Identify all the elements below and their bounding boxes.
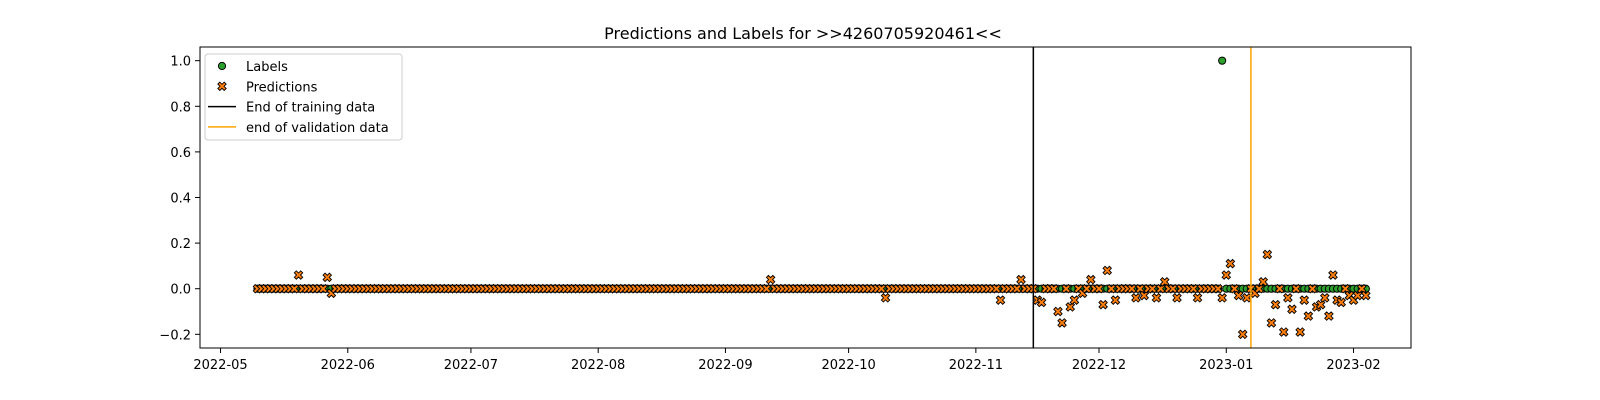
prediction-point (1254, 283, 1264, 294)
prediction-point (1061, 283, 1072, 294)
prediction-point (1237, 329, 1248, 340)
prediction-point (1225, 258, 1236, 269)
prediction-point (1258, 277, 1269, 287)
prediction-point (995, 295, 1006, 305)
y-tick-label: 0.4 (170, 192, 191, 207)
prediction-point (1278, 327, 1289, 337)
prediction-point (1336, 297, 1347, 308)
x-tick-label: 2022-05 (193, 358, 247, 373)
y-tick-label: 0.0 (170, 283, 191, 298)
prediction-point (1139, 290, 1150, 301)
prediction-point (1102, 265, 1113, 276)
prediction-point (1217, 292, 1228, 303)
prediction-point (1324, 311, 1334, 321)
prediction-point (1266, 318, 1277, 328)
y-tick-label: −0.2 (159, 328, 191, 343)
prediction-point (1299, 295, 1310, 305)
x-tick-label: 2022-09 (698, 358, 752, 373)
prediction-point (1307, 283, 1318, 294)
legend-entry-label: end of validation data (246, 121, 389, 136)
prediction-point (1159, 277, 1170, 287)
prediction-point (1057, 318, 1067, 328)
prediction-point (1098, 299, 1108, 310)
prediction-point (1053, 306, 1063, 317)
x-tick-label: 2022-12 (1072, 358, 1126, 373)
prediction-point (1291, 283, 1301, 294)
y-tick-label: 1.0 (170, 55, 191, 70)
prediction-point (880, 292, 891, 303)
prediction-point (1241, 292, 1252, 303)
x-tick-label: 2022-08 (571, 358, 625, 373)
prediction-point (1085, 274, 1096, 285)
y-axis: −0.2 0.0 0.2 0.4 0.6 0.8 1.0 (159, 55, 200, 343)
prediction-point (1069, 295, 1080, 305)
prediction-point (1295, 327, 1305, 337)
prediction-point (293, 270, 304, 280)
legend-predictions-marker (217, 81, 227, 92)
y-tick-label: 0.6 (170, 146, 191, 161)
prediction-point (1303, 311, 1314, 321)
legend-entry-label: End of training data (246, 101, 375, 116)
prediction-point (1361, 290, 1371, 301)
prediction-point (1094, 283, 1104, 294)
prediction-point (1356, 283, 1367, 294)
y-tick-label: 0.2 (170, 237, 191, 252)
y-tick-label: 0.8 (170, 100, 191, 115)
prediction-point (1287, 304, 1297, 315)
prediction-point (1319, 292, 1330, 303)
prediction-point (1131, 292, 1141, 303)
prediction-point (1328, 270, 1338, 280)
prediction-point (1283, 292, 1293, 303)
label-point (1218, 56, 1227, 65)
reference-lines (1032, 47, 1252, 348)
prediction-point (322, 272, 333, 283)
prediction-point (1036, 297, 1047, 308)
prediction-point (1340, 283, 1351, 294)
prediction-point (1192, 292, 1203, 303)
prediction-point (1229, 283, 1240, 294)
legend-entry-label: Labels (246, 60, 288, 75)
labels-series (253, 56, 1370, 293)
chart-title: Predictions and Labels for >>42607059204… (604, 24, 1002, 43)
prediction-point (1233, 290, 1244, 301)
x-tick-label: 2022-07 (444, 358, 498, 373)
prediction-point (1270, 299, 1281, 310)
prediction-point (1213, 283, 1223, 294)
x-tick-label: 2022-10 (821, 358, 875, 373)
prediction-point (1049, 283, 1059, 294)
plot-marks (252, 56, 1371, 340)
legend-entry-label: Predictions (246, 80, 318, 95)
prediction-point (765, 274, 776, 285)
prediction-point (1016, 274, 1026, 285)
x-tick-label: 2023-01 (1199, 358, 1253, 373)
legend-labels-marker (217, 61, 227, 71)
prediction-point (1151, 292, 1162, 303)
legend: Labels Predictions End of training data end… (204, 53, 403, 141)
prediction-point (1262, 249, 1273, 260)
x-tick-label: 2022-11 (949, 358, 1003, 373)
x-tick-label: 2022-06 (321, 358, 375, 373)
x-axis: 2022-05 2022-06 2022-07 2022-08 2022-09 2022-… (193, 348, 1381, 373)
prediction-point (1065, 302, 1076, 312)
prediction-point (1315, 299, 1326, 310)
predictions-series (252, 249, 1371, 340)
prediction-point (1221, 270, 1232, 280)
legend-box (204, 53, 403, 141)
prediction-point (1172, 292, 1182, 303)
prediction-point (1274, 283, 1285, 294)
prediction-point (1110, 295, 1121, 305)
x-tick-label: 2023-02 (1326, 358, 1380, 373)
